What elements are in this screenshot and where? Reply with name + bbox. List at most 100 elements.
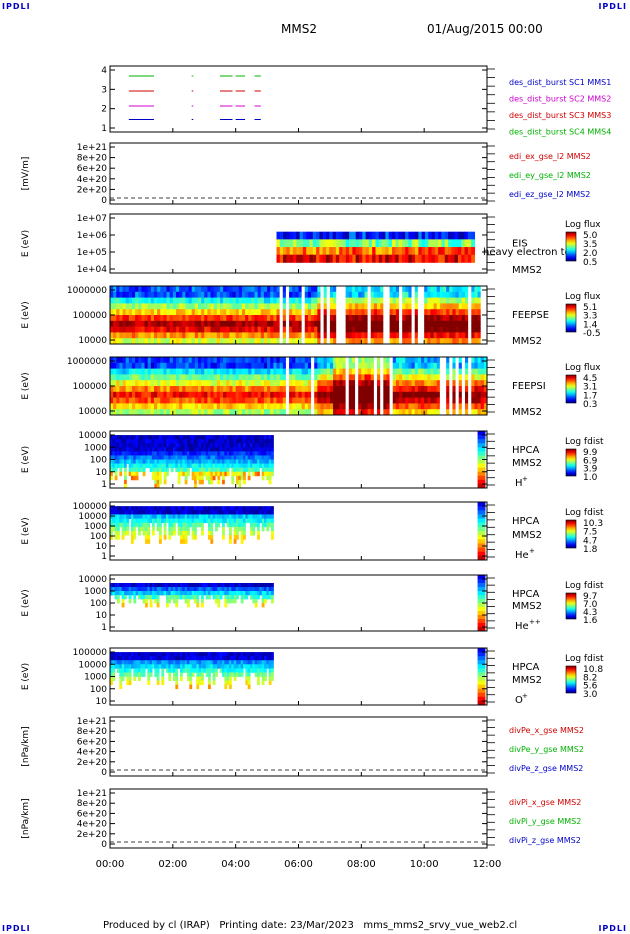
hpca-pixel <box>163 467 167 473</box>
hpca-pixel <box>163 518 167 524</box>
colorbar-title: Log fdist <box>565 437 604 447</box>
spec-pixel <box>326 386 331 393</box>
spec-pixel <box>147 403 152 410</box>
hpca-pixel <box>268 467 272 473</box>
spec-pixel <box>197 332 202 339</box>
spec-pixel <box>395 309 400 316</box>
hpca-pixel <box>264 668 267 673</box>
hpca-pixel <box>224 680 228 686</box>
spec-pixel <box>213 409 218 416</box>
spec-pixel <box>364 309 369 316</box>
spec-pixel <box>405 397 410 404</box>
spec-pixel <box>172 409 177 416</box>
spec-pixel <box>439 397 444 404</box>
hpca-pixel <box>261 680 265 686</box>
spec-pixel <box>304 338 309 345</box>
spec-pixel <box>399 357 403 364</box>
hpca-pixel <box>147 660 151 665</box>
spec-pixel <box>191 332 196 339</box>
hpca-pixel <box>112 652 116 657</box>
hpca-pixel <box>198 583 202 588</box>
spec-pixel <box>455 303 460 310</box>
eis-pixel <box>329 247 334 256</box>
hpca-pixel <box>261 522 265 528</box>
spec-pixel <box>241 297 246 304</box>
hpca-pixel <box>184 531 188 536</box>
spec-pixel <box>276 362 281 369</box>
spec-pixel <box>182 403 186 410</box>
spec-pixel <box>131 326 136 333</box>
colorbar-tick: 3.3 <box>583 312 597 322</box>
hpca-pixel <box>131 587 134 592</box>
hpca-pixel <box>149 439 153 444</box>
spec-pixel <box>226 297 230 304</box>
spec-pixel <box>414 368 419 375</box>
instrument-label: EIS <box>512 238 528 249</box>
hpca-pixel <box>159 479 162 485</box>
hpca-pixel <box>217 475 221 481</box>
hpca-pixel <box>133 439 137 444</box>
spec-pixel <box>245 386 249 393</box>
hpca-pixel <box>121 591 125 596</box>
spec-pixel <box>452 291 457 298</box>
hpca-pixel <box>175 439 179 444</box>
hpca-pixel <box>222 535 225 540</box>
spec-pixel <box>471 391 476 398</box>
eis-pixel <box>395 254 400 263</box>
spec-pixel <box>430 297 435 304</box>
eis-pixel <box>408 247 413 256</box>
spec-pixel <box>370 397 375 404</box>
hpca-pixel <box>222 463 225 469</box>
spec-pixel <box>364 362 369 369</box>
spec-pixel <box>163 374 168 381</box>
spec-pixel <box>241 386 246 393</box>
spec-pixel <box>122 320 127 327</box>
hpca-pixel <box>215 595 218 600</box>
spec-pixel <box>443 397 447 404</box>
spec-pixel <box>446 291 450 298</box>
hpca-pixel <box>135 522 139 528</box>
spec-pixel <box>210 374 215 381</box>
spec-pixel <box>355 286 359 293</box>
spec-pixel <box>380 397 384 404</box>
hpca-pixel <box>233 451 237 456</box>
spec-pixel <box>241 326 246 333</box>
hpca-pixel <box>110 587 113 592</box>
hpca-pixel <box>231 591 235 596</box>
hpca-pixel <box>245 587 249 592</box>
hpca-pixel <box>254 439 258 444</box>
spec-pixel <box>323 303 328 310</box>
spec-pixel <box>207 380 212 387</box>
spec-pixel <box>201 338 205 345</box>
spec-pixel <box>377 397 381 404</box>
spec-pixel <box>358 332 362 339</box>
spec-pixel <box>175 362 180 369</box>
hpca-pixel <box>245 595 249 600</box>
spec-pixel <box>301 332 306 339</box>
hpca-pixel <box>250 463 253 469</box>
hpca-pixel <box>250 514 253 519</box>
hpca-pixel <box>477 483 486 489</box>
hpca-pixel <box>271 506 274 511</box>
spec-pixel <box>465 409 469 416</box>
spec-pixel <box>163 368 168 375</box>
spec-pixel <box>263 320 268 327</box>
spec-pixel <box>446 332 450 339</box>
spec-pixel <box>339 303 344 310</box>
spec-pixel <box>345 286 350 293</box>
spec-pixel <box>408 297 413 304</box>
spec-pixel <box>433 338 438 345</box>
hpca-pixel <box>180 672 183 677</box>
spec-pixel <box>443 297 447 304</box>
hpca-pixel <box>161 672 165 677</box>
spec-pixel <box>163 403 168 410</box>
hpca-pixel <box>156 591 160 596</box>
hpca-pixel <box>154 595 158 600</box>
spec-pixel <box>389 309 394 316</box>
eis-pixel <box>388 239 393 248</box>
spec-pixel <box>424 286 428 293</box>
spec-pixel <box>468 286 472 293</box>
spec-pixel <box>138 391 143 398</box>
spec-pixel <box>446 368 450 375</box>
spec-pixel <box>399 362 403 369</box>
